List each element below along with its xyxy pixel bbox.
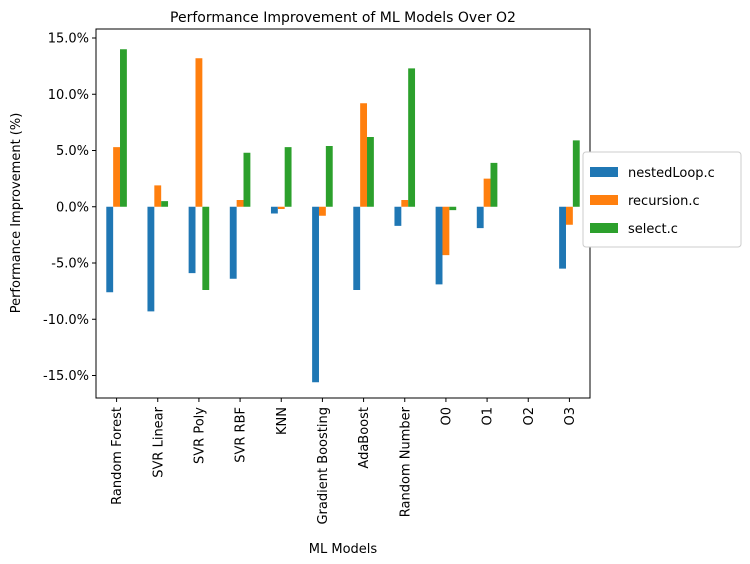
y-tick-label: 5.0% <box>56 144 89 159</box>
y-tick-label: -5.0% <box>51 257 89 272</box>
bar-recursion-c-3 <box>236 200 244 207</box>
legend-label: nestedLoop.c <box>628 166 715 181</box>
bar-recursion-c-1 <box>154 185 162 207</box>
x-tick-label: O3 <box>563 407 578 426</box>
bar-recursion-c-7 <box>401 200 409 207</box>
x-tick-label: SVR Linear <box>151 406 166 477</box>
bar-nestedloop-c-8 <box>435 206 443 285</box>
y-tick-label: 0.0% <box>56 200 89 215</box>
legend-swatch <box>590 223 618 233</box>
y-tick-label: 10.0% <box>48 88 89 103</box>
bar-select-c-9 <box>490 162 498 207</box>
bar-recursion-c-0 <box>113 147 121 207</box>
legend-swatch <box>590 195 618 205</box>
bar-select-c-7 <box>408 68 416 207</box>
bars-layer <box>106 49 580 383</box>
bar-nestedloop-c-4 <box>270 206 278 214</box>
x-tick-label: KNN <box>275 407 290 435</box>
bar-select-c-2 <box>202 206 210 290</box>
x-tick-label: O2 <box>522 407 537 426</box>
x-axis: Random Forest SVR Linear SVR Poly SVR RBF KN… <box>110 398 578 525</box>
x-tick-label: O0 <box>439 407 454 426</box>
bar-nestedloop-c-0 <box>106 206 114 293</box>
bar-recursion-c-11 <box>565 206 573 225</box>
bar-select-c-8 <box>449 206 457 211</box>
bar-recursion-c-5 <box>318 206 326 216</box>
legend-swatch <box>590 167 618 177</box>
bar-recursion-c-6 <box>360 103 368 207</box>
bar-nestedloop-c-11 <box>559 206 566 269</box>
bar-nestedloop-c-6 <box>353 206 361 290</box>
x-tick-label: O1 <box>481 407 496 426</box>
bar-select-c-11 <box>572 140 580 207</box>
legend: nestedLoop.c recursion.c select.c <box>582 151 742 248</box>
bar-recursion-c-4 <box>277 206 285 209</box>
x-tick-label: SVR RBF <box>234 407 249 463</box>
bar-select-c-0 <box>120 49 127 207</box>
y-axis-label: Performance Improvement (%) <box>9 113 24 314</box>
x-tick-label: SVR Poly <box>192 407 207 464</box>
bar-select-c-1 <box>161 201 169 207</box>
y-tick-label: -10.0% <box>43 313 89 328</box>
bar-select-c-5 <box>325 146 333 207</box>
legend-frame <box>582 151 742 248</box>
x-axis-label: ML Models <box>309 542 378 557</box>
x-tick-label: Gradient Boosting <box>316 407 331 525</box>
x-tick-label: Random Number <box>398 406 413 517</box>
bar-nestedloop-c-1 <box>147 206 155 312</box>
bar-select-c-6 <box>367 137 374 207</box>
bar-nestedloop-c-9 <box>476 206 484 229</box>
bar-recursion-c-9 <box>483 178 491 207</box>
bar-nestedloop-c-5 <box>312 206 319 383</box>
x-tick-label: Random Forest <box>110 407 125 505</box>
y-axis: -15.0% -10.0% -5.0% 0.0% 5.0% 10.0% 15.0% <box>43 32 96 384</box>
plot-area-frame <box>95 28 591 399</box>
bar-select-c-3 <box>243 152 251 207</box>
legend-label: select.c <box>628 222 678 237</box>
bar-recursion-c-8 <box>442 206 450 256</box>
bar-nestedloop-c-2 <box>188 206 196 274</box>
bar-recursion-c-2 <box>195 58 203 207</box>
x-tick-label: AdaBoost <box>357 407 372 469</box>
legend-label: recursion.c <box>628 194 700 209</box>
chart-title: Performance Improvement of ML Models Ove… <box>170 10 516 26</box>
bar-nestedloop-c-3 <box>229 206 237 279</box>
bar-nestedloop-c-7 <box>394 206 402 226</box>
y-tick-label: 15.0% <box>48 32 89 47</box>
y-tick-label: -15.0% <box>43 369 89 384</box>
bar-select-c-4 <box>284 147 292 207</box>
